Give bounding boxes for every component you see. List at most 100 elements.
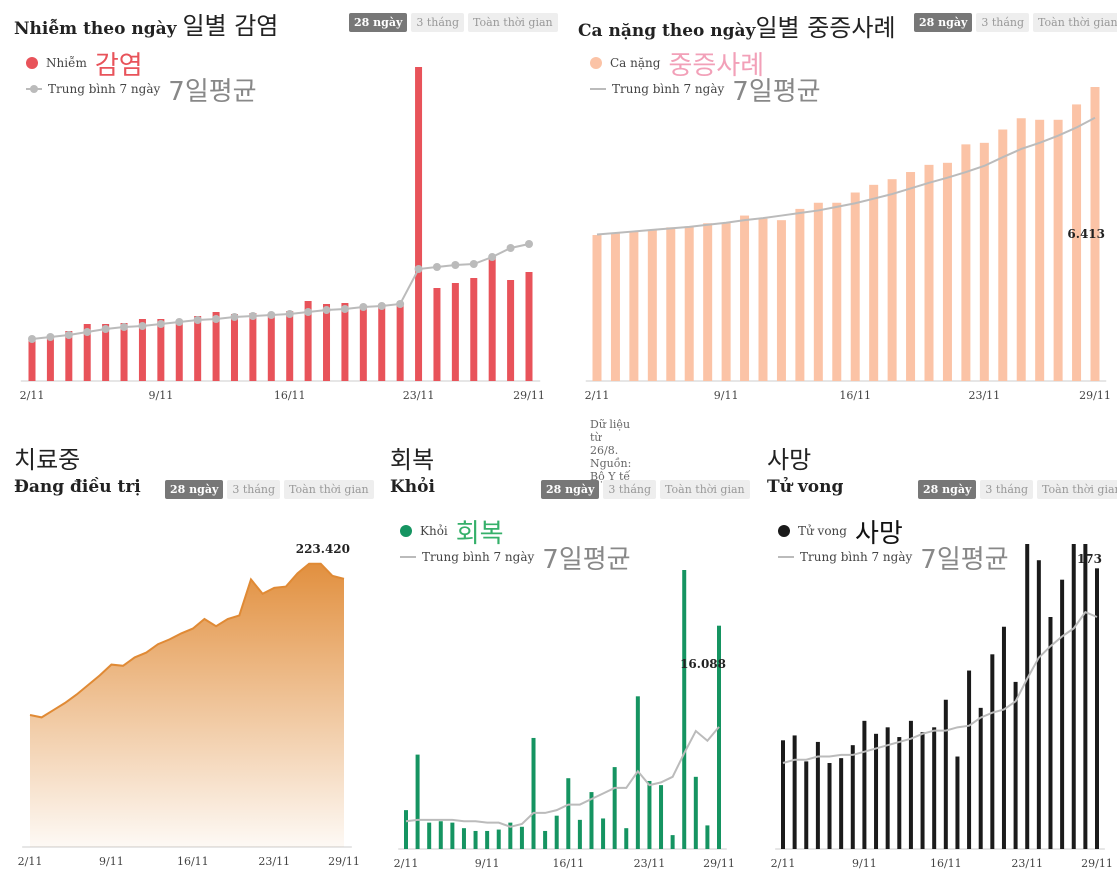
range-all-time-button[interactable]: Toàn thời gian xyxy=(660,480,750,499)
bar xyxy=(470,278,478,381)
bar xyxy=(792,735,797,849)
range-all-time-button[interactable]: Toàn thời gian xyxy=(468,13,558,32)
bar xyxy=(120,323,128,381)
x-tick-label: 2/11 xyxy=(394,857,419,870)
bar xyxy=(323,304,331,381)
avg-dot xyxy=(28,335,36,343)
avg-line-icon xyxy=(778,556,794,558)
bar xyxy=(629,231,639,381)
x-tick-label: 29/11 xyxy=(513,389,545,402)
treatment-title-ko: 치료중 xyxy=(14,446,81,474)
value-label: 6.413 xyxy=(1067,227,1105,241)
avg-dot xyxy=(101,325,110,333)
deaths-dot-icon xyxy=(778,525,790,537)
bar xyxy=(1095,568,1099,849)
bar xyxy=(519,826,524,849)
x-tick-label: 9/11 xyxy=(714,389,739,402)
range-3-months-button[interactable]: 3 tháng xyxy=(603,480,657,499)
x-tick-label: 23/11 xyxy=(403,389,435,402)
legend-series-ko: 감염 xyxy=(94,50,143,81)
x-tick-label: 9/11 xyxy=(149,389,174,402)
avg-dot xyxy=(451,261,460,269)
avg-dot xyxy=(138,322,147,330)
bar xyxy=(427,822,432,849)
avg-dot xyxy=(46,333,55,341)
legend-avg-ko: 7일평균 xyxy=(168,76,257,107)
recovered-title-ko-wrap: 회복 xyxy=(390,440,434,475)
area-fill xyxy=(30,563,344,847)
bar xyxy=(589,792,594,849)
bar xyxy=(1048,617,1053,849)
bar xyxy=(65,331,73,381)
legend-avg-ko: 7일평균 xyxy=(920,544,1009,575)
legend-avg-ko: 7일평균 xyxy=(542,544,631,575)
bar xyxy=(592,235,602,381)
range-3-months-button[interactable]: 3 tháng xyxy=(976,13,1030,32)
treatment-chart: 2/11 9/11 16/11 23/11 29/11 223.420 xyxy=(18,542,360,868)
recovered-dot-icon xyxy=(400,525,412,537)
bar xyxy=(404,810,408,849)
bar xyxy=(102,324,110,381)
recovered-title-ko: 회복 xyxy=(390,446,435,474)
avg-dot xyxy=(175,318,184,326)
bar xyxy=(378,304,386,381)
bar xyxy=(1025,544,1030,849)
treatment-title-ko-wrap: 치료중 xyxy=(14,440,80,475)
infections-legend: Nhiễm 감염 Trung bình 7 ngày 7일평균 xyxy=(26,50,257,107)
avg-dot xyxy=(285,310,294,318)
bar xyxy=(175,321,183,381)
deaths-title-ko-wrap: 사망 xyxy=(767,440,811,475)
bar xyxy=(990,654,995,849)
range-3-months-button[interactable]: 3 tháng xyxy=(411,13,465,32)
bar xyxy=(508,822,513,849)
bar xyxy=(194,316,202,381)
bar xyxy=(961,144,971,381)
bar xyxy=(525,272,533,381)
deaths-range-buttons: 28 ngày 3 tháng Toàn thời gian xyxy=(918,480,1117,499)
infections-chart: 2/11 9/11 16/11 23/11 29/11 xyxy=(20,67,545,402)
bar xyxy=(138,319,146,381)
bar xyxy=(647,230,657,381)
x-tick-label: 23/11 xyxy=(968,389,1000,402)
bar xyxy=(832,202,842,381)
avg-line xyxy=(31,243,530,340)
range-all-time-button[interactable]: Toàn thời gian xyxy=(284,480,374,499)
infections-title: Nhiễm theo ngày 일별 감염 xyxy=(14,6,278,41)
bar xyxy=(804,761,809,849)
range-28-days-button[interactable]: 28 ngày xyxy=(541,480,600,499)
bar xyxy=(1071,544,1076,849)
avg-line-icon xyxy=(590,88,606,90)
bar xyxy=(1053,119,1063,381)
legend-avg-label: Trung bình 7 ngày xyxy=(48,82,161,96)
infections-dot-icon xyxy=(26,57,38,69)
avg-dot xyxy=(64,331,73,339)
avg-dot xyxy=(120,323,129,331)
range-all-time-button[interactable]: Toàn thời gian xyxy=(1033,13,1117,32)
range-3-months-button[interactable]: 3 tháng xyxy=(227,480,281,499)
avg-line-icon xyxy=(26,85,42,93)
bar xyxy=(908,720,913,849)
bar xyxy=(415,754,420,849)
range-all-time-button[interactable]: Toàn thời gian xyxy=(1037,480,1117,499)
source-note: Dữ liệu từ 26/8. Nguồn: Bộ Y tế xyxy=(590,418,632,483)
bar xyxy=(682,570,687,849)
x-tick-label: 2/11 xyxy=(18,855,43,868)
range-28-days-button[interactable]: 28 ngày xyxy=(918,480,977,499)
x-tick-label: 29/11 xyxy=(1081,857,1113,870)
avg-dot xyxy=(377,302,386,310)
bar xyxy=(396,303,404,381)
bar xyxy=(451,283,459,381)
avg-dot xyxy=(414,265,423,273)
range-3-months-button[interactable]: 3 tháng xyxy=(980,480,1034,499)
bar xyxy=(624,828,629,849)
bar xyxy=(666,227,676,381)
range-28-days-button[interactable]: 28 ngày xyxy=(165,480,224,499)
range-28-days-button[interactable]: 28 ngày xyxy=(914,13,973,32)
bar xyxy=(693,776,698,849)
range-28-days-button[interactable]: 28 ngày xyxy=(349,13,408,32)
bar xyxy=(286,311,294,381)
bar xyxy=(83,324,91,381)
bar xyxy=(943,699,948,849)
recovered-title: Khỏi xyxy=(390,477,435,497)
